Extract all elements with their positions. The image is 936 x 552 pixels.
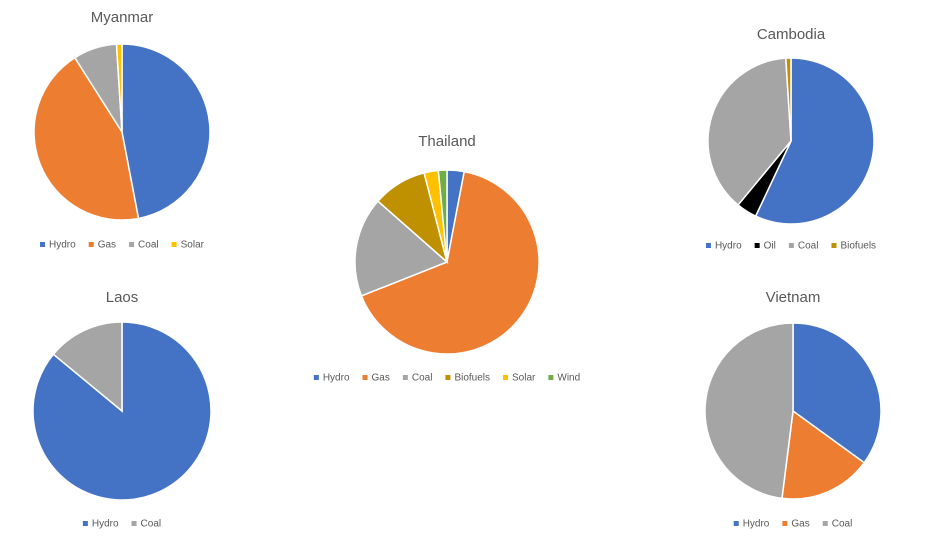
pie-slice [360, 170, 540, 355]
legend-swatch [171, 242, 177, 247]
pie-slice [52, 321, 123, 413]
legend-swatch [831, 243, 837, 248]
legend-label: Solar [512, 373, 536, 384]
legend-swatch [82, 521, 88, 526]
legend-swatch [129, 242, 135, 247]
legend: Hydro Gas Coal Biofuels Solar Wind [313, 373, 580, 384]
chart-title: Laos [106, 289, 139, 306]
legend-swatch [548, 375, 554, 380]
pie-slice [437, 169, 448, 263]
legend-label: Coal [832, 519, 853, 530]
legend-label: Hydro [49, 240, 76, 251]
chart-title: Myanmar [91, 9, 154, 26]
pie-slice [121, 43, 211, 220]
legend-label: Coal [798, 241, 819, 252]
legend-swatch [705, 243, 711, 248]
pie-slice [33, 56, 140, 221]
legend-swatch [782, 521, 788, 526]
pie-slice [754, 57, 875, 225]
pie-slice [704, 322, 794, 500]
legend-swatch [445, 375, 451, 380]
legend-label: Gas [791, 519, 809, 530]
legend-label: Coal [412, 373, 433, 384]
legend-label: Hydro [323, 373, 350, 384]
legend-swatch [402, 375, 408, 380]
legend-swatch [131, 521, 137, 526]
pie-slice [792, 322, 882, 464]
legend: Hydro Gas Coal Solar [40, 240, 205, 251]
legend-swatch [788, 243, 794, 248]
pie-slice [115, 43, 123, 133]
legend-label: Oil [764, 241, 776, 252]
legend-label: Solar [181, 240, 205, 251]
legend: Hydro Oil Coal Biofuels [705, 241, 876, 252]
chart-title: Thailand [418, 133, 476, 150]
legend-swatch [40, 242, 46, 247]
legend-swatch [313, 375, 319, 380]
legend-label: Hydro [715, 241, 742, 252]
legend: Hydro Gas Coal [733, 519, 853, 530]
pie-slice [781, 409, 866, 500]
legend: Hydro Coal [82, 519, 162, 530]
legend-label: Wind [557, 373, 580, 384]
legend-swatch [822, 521, 828, 526]
pie-slice [354, 200, 449, 297]
pie-slice [784, 57, 792, 142]
chart-title: Vietnam [766, 289, 821, 306]
chart-title: Cambodia [757, 26, 826, 43]
legend-swatch [503, 375, 509, 380]
legend-swatch [88, 242, 94, 247]
legend-label: Coal [141, 519, 162, 530]
legend-swatch [362, 375, 368, 380]
legend-label: Coal [138, 240, 159, 251]
legend-label: Gas [98, 240, 116, 251]
legend-label: Hydro [743, 519, 770, 530]
legend-label: Gas [372, 373, 390, 384]
legend-label: Biofuels [454, 373, 490, 384]
legend-swatch [733, 521, 739, 526]
pie-slice [707, 57, 792, 207]
legend-label: Hydro [92, 519, 119, 530]
legend-label: Biofuels [840, 241, 876, 252]
legend-swatch [754, 243, 760, 248]
